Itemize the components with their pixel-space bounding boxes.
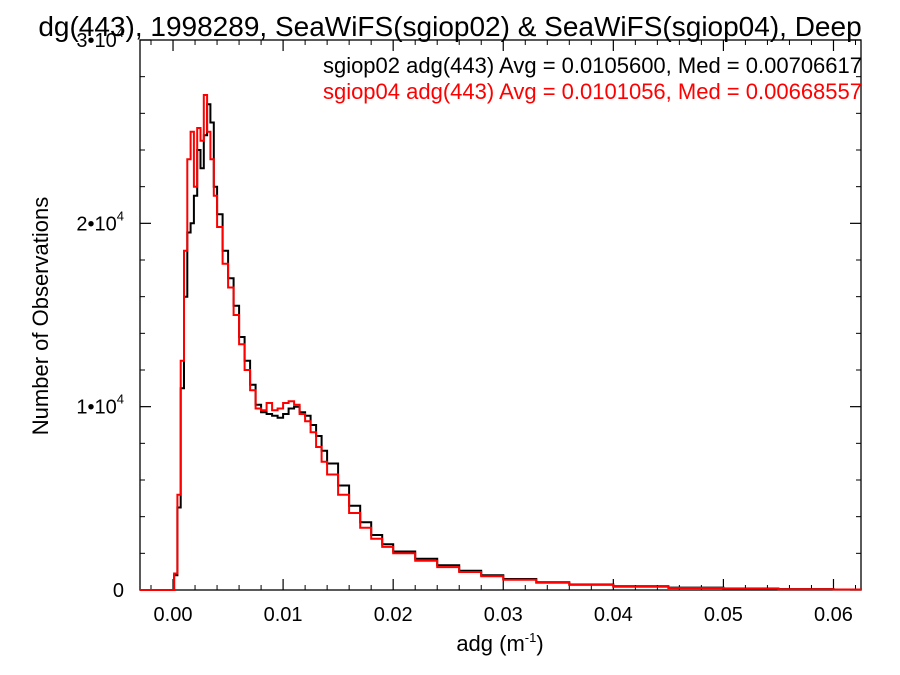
legend-entry-sgiop02: sgiop02 adg(443) Avg = 0.0105600, Med = … [323, 53, 862, 78]
y-tick-label: 2•104 [76, 208, 124, 235]
x-tick-label: 0.00 [154, 604, 193, 626]
legend-entry-sgiop04: sgiop04 adg(443) Avg = 0.0101056, Med = … [323, 79, 862, 104]
x-tick-label: 0.03 [484, 604, 523, 626]
y-tick-label: 3•104 [76, 25, 124, 52]
chart-title: dg(443), 1998289, SeaWiFS(sgiop02) & Sea… [38, 11, 861, 42]
x-tick-label: 0.04 [594, 604, 633, 626]
y-axis-label: Number of Observations [28, 197, 53, 435]
y-tick-label: 1•104 [76, 392, 124, 419]
y-axis: 0 1•104 2•104 3•104 [76, 25, 861, 602]
plot-frame [139, 39, 862, 591]
x-tick-label: 0.02 [374, 604, 413, 626]
series-line-sgiop04 [140, 94, 862, 591]
x-axis-label: adg (m-1) [456, 630, 543, 656]
x-tick-label: 0.01 [264, 604, 303, 626]
x-tick-label: 0.05 [704, 604, 743, 626]
x-axis-label-superscript: -1 [525, 630, 537, 645]
series-layer [140, 94, 862, 591]
x-tick-label: 0.06 [814, 604, 853, 626]
y-tick-label: 0 [113, 580, 124, 602]
